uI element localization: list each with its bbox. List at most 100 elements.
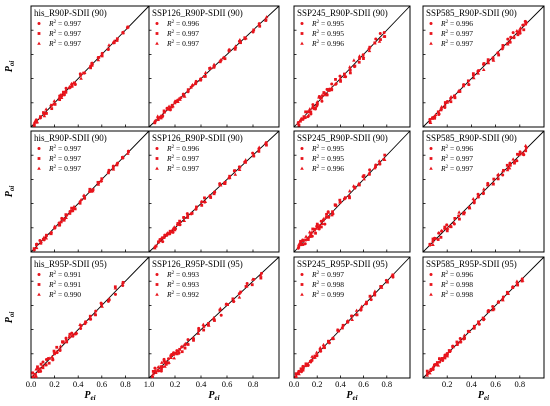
data-point [223, 57, 227, 61]
data-point [100, 177, 104, 181]
data-point [431, 367, 435, 371]
data-point [42, 235, 46, 239]
data-point [169, 355, 173, 360]
panel-frame [422, 130, 545, 253]
data-point [309, 110, 313, 114]
data-point [88, 314, 92, 318]
data-point [476, 321, 481, 325]
data-point [433, 112, 438, 117]
data-point [361, 54, 366, 59]
data-point [112, 41, 116, 45]
data-point [359, 307, 363, 311]
data-point [491, 58, 496, 62]
data-point [467, 329, 472, 333]
legend-marker [155, 292, 159, 296]
panel-frame [148, 5, 280, 128]
data-point [440, 357, 444, 360]
data-point [509, 35, 513, 39]
scatter-points [30, 280, 125, 379]
data-point [431, 239, 435, 243]
data-point [453, 216, 457, 220]
legend-marker [300, 157, 304, 160]
panel-title: SSP126_R95P-SDII (95) [152, 259, 243, 269]
x-tick-label: 0.6 [222, 379, 233, 389]
data-point [180, 350, 184, 354]
data-point [96, 180, 100, 184]
data-point [111, 167, 116, 171]
data-point [183, 346, 187, 350]
data-point [238, 37, 242, 42]
data-point [39, 241, 43, 245]
data-point [165, 107, 170, 111]
data-point [315, 354, 319, 358]
data-point [511, 284, 515, 289]
data-point [378, 162, 382, 166]
data-point [223, 181, 227, 185]
data-point [342, 74, 347, 78]
data-point [320, 99, 324, 103]
data-point [171, 104, 175, 108]
data-point [507, 166, 512, 170]
data-point [115, 38, 119, 42]
data-point [47, 356, 52, 360]
data-point [186, 342, 190, 346]
data-point [294, 372, 298, 376]
data-point [472, 324, 476, 328]
legend-r2-label: R2 = 0.996 [166, 144, 199, 153]
data-point [64, 215, 68, 219]
data-point [439, 104, 444, 109]
data-point [243, 158, 248, 162]
data-point [191, 336, 196, 340]
data-point [218, 306, 223, 310]
legend-marker [429, 157, 433, 160]
data-point [452, 94, 457, 98]
data-point [326, 339, 331, 343]
data-point [338, 74, 342, 78]
data-point [263, 141, 268, 145]
data-point [159, 369, 163, 373]
data-point [443, 353, 447, 357]
data-point [172, 225, 177, 229]
data-point [34, 375, 38, 379]
panel-title: SSP585_R90P-SDII (90) [426, 8, 517, 18]
data-point [354, 308, 359, 312]
data-point [361, 53, 365, 57]
data-point [428, 371, 432, 375]
data-point [52, 224, 57, 228]
data-point [90, 61, 95, 65]
data-point [323, 346, 326, 350]
data-point [232, 298, 236, 302]
data-point [311, 104, 315, 108]
data-point [213, 319, 216, 322]
legend-r2-label: R2 = 0.991 [48, 270, 81, 279]
data-point [314, 350, 319, 354]
data-point [57, 223, 62, 227]
data-point [167, 104, 171, 108]
data-point [466, 82, 471, 86]
data-point [39, 362, 43, 366]
legend-marker [155, 157, 159, 160]
data-point [368, 45, 372, 49]
x-axis-label: Pei [208, 390, 219, 402]
data-point [153, 121, 157, 125]
data-point [78, 201, 82, 205]
data-point [99, 53, 104, 57]
data-point [459, 339, 463, 343]
data-point [313, 355, 317, 359]
data-point [449, 224, 453, 228]
legend-marker [37, 22, 41, 25]
data-point [319, 219, 323, 223]
data-point [373, 289, 377, 293]
legend-marker [37, 273, 41, 276]
data-point [445, 223, 449, 227]
data-point [331, 210, 334, 214]
data-point [508, 39, 512, 43]
data-point [497, 53, 501, 57]
data-point [523, 143, 528, 148]
data-point [35, 120, 40, 124]
data-point [239, 290, 243, 294]
